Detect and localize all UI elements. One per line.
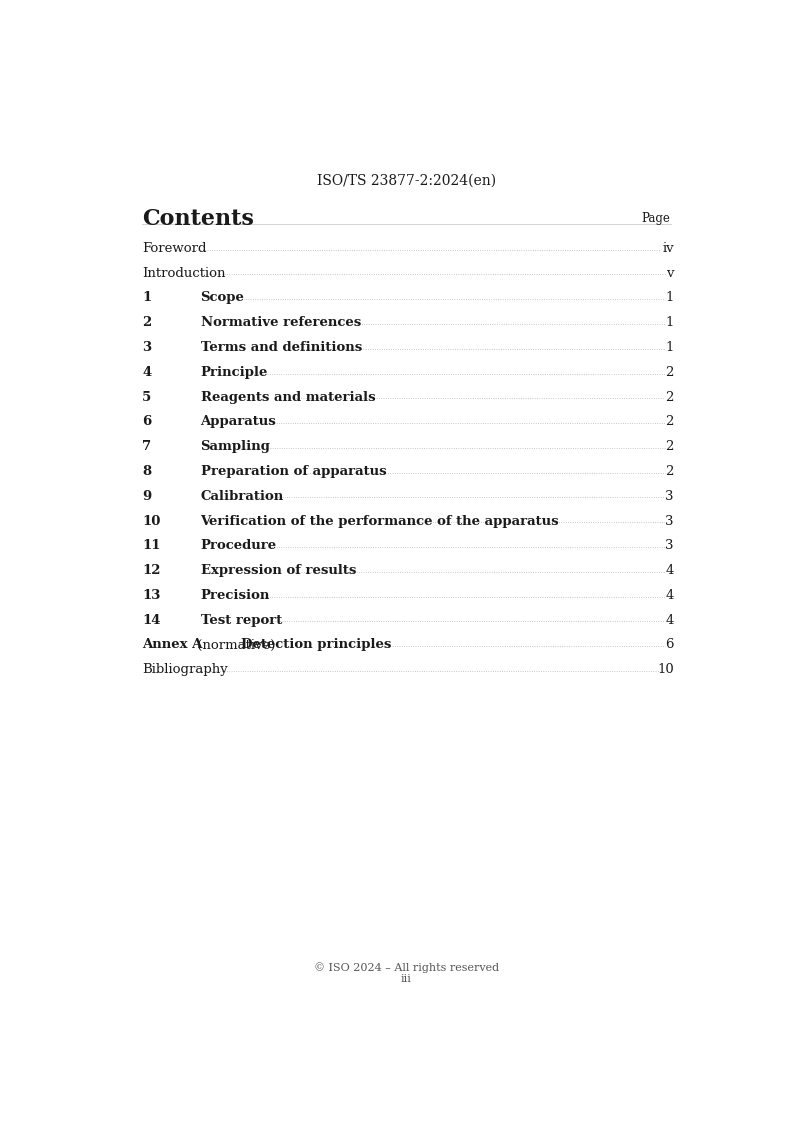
Text: v: v bbox=[666, 267, 674, 279]
Text: 4: 4 bbox=[665, 614, 674, 627]
Text: 2: 2 bbox=[665, 465, 674, 478]
Text: Preparation of apparatus: Preparation of apparatus bbox=[201, 465, 386, 478]
Text: 2: 2 bbox=[665, 415, 674, 429]
Text: Normative references: Normative references bbox=[201, 316, 361, 329]
Text: 2: 2 bbox=[142, 316, 151, 329]
Text: 11: 11 bbox=[142, 540, 161, 552]
Text: 6: 6 bbox=[665, 638, 674, 652]
Text: 1: 1 bbox=[665, 341, 674, 353]
Text: 8: 8 bbox=[142, 465, 151, 478]
Text: Bibliography: Bibliography bbox=[142, 663, 228, 677]
Text: 2: 2 bbox=[665, 390, 674, 404]
Text: 14: 14 bbox=[142, 614, 161, 627]
Text: (normative): (normative) bbox=[193, 638, 282, 652]
Text: Scope: Scope bbox=[201, 292, 244, 304]
Text: 10: 10 bbox=[657, 663, 674, 677]
Text: Apparatus: Apparatus bbox=[201, 415, 276, 429]
Text: Procedure: Procedure bbox=[201, 540, 277, 552]
Text: 6: 6 bbox=[142, 415, 151, 429]
Text: iv: iv bbox=[662, 241, 674, 255]
Text: 13: 13 bbox=[142, 589, 160, 601]
Text: Precision: Precision bbox=[201, 589, 270, 601]
Text: 4: 4 bbox=[665, 564, 674, 577]
Text: Page: Page bbox=[642, 212, 671, 226]
Text: iii: iii bbox=[401, 974, 412, 984]
Text: Expression of results: Expression of results bbox=[201, 564, 356, 577]
Text: 2: 2 bbox=[665, 366, 674, 379]
Text: 3: 3 bbox=[665, 540, 674, 552]
Text: Test report: Test report bbox=[201, 614, 282, 627]
Text: Verification of the performance of the apparatus: Verification of the performance of the a… bbox=[201, 515, 559, 527]
Text: Sampling: Sampling bbox=[201, 440, 270, 453]
Text: 1: 1 bbox=[665, 292, 674, 304]
Text: Introduction: Introduction bbox=[142, 267, 226, 279]
Text: Reagents and materials: Reagents and materials bbox=[201, 390, 375, 404]
Text: 4: 4 bbox=[142, 366, 151, 379]
Text: 1: 1 bbox=[142, 292, 151, 304]
Text: 12: 12 bbox=[142, 564, 161, 577]
Text: ISO/TS 23877-2:2024(en): ISO/TS 23877-2:2024(en) bbox=[317, 174, 496, 187]
Text: 4: 4 bbox=[665, 589, 674, 601]
Text: Foreword: Foreword bbox=[142, 241, 207, 255]
Text: 1: 1 bbox=[665, 316, 674, 329]
Text: © ISO 2024 – All rights reserved: © ISO 2024 – All rights reserved bbox=[314, 963, 499, 973]
Text: 2: 2 bbox=[665, 440, 674, 453]
Text: Terms and definitions: Terms and definitions bbox=[201, 341, 362, 353]
Text: Detection principles: Detection principles bbox=[241, 638, 392, 652]
Text: Calibration: Calibration bbox=[201, 489, 284, 503]
Text: 7: 7 bbox=[142, 440, 151, 453]
Text: 3: 3 bbox=[665, 515, 674, 527]
Text: 3: 3 bbox=[665, 489, 674, 503]
Text: 9: 9 bbox=[142, 489, 151, 503]
Text: 10: 10 bbox=[142, 515, 160, 527]
Text: Annex A: Annex A bbox=[142, 638, 202, 652]
Text: 3: 3 bbox=[142, 341, 151, 353]
Text: Contents: Contents bbox=[142, 208, 254, 230]
Text: 5: 5 bbox=[142, 390, 151, 404]
Text: Principle: Principle bbox=[201, 366, 268, 379]
